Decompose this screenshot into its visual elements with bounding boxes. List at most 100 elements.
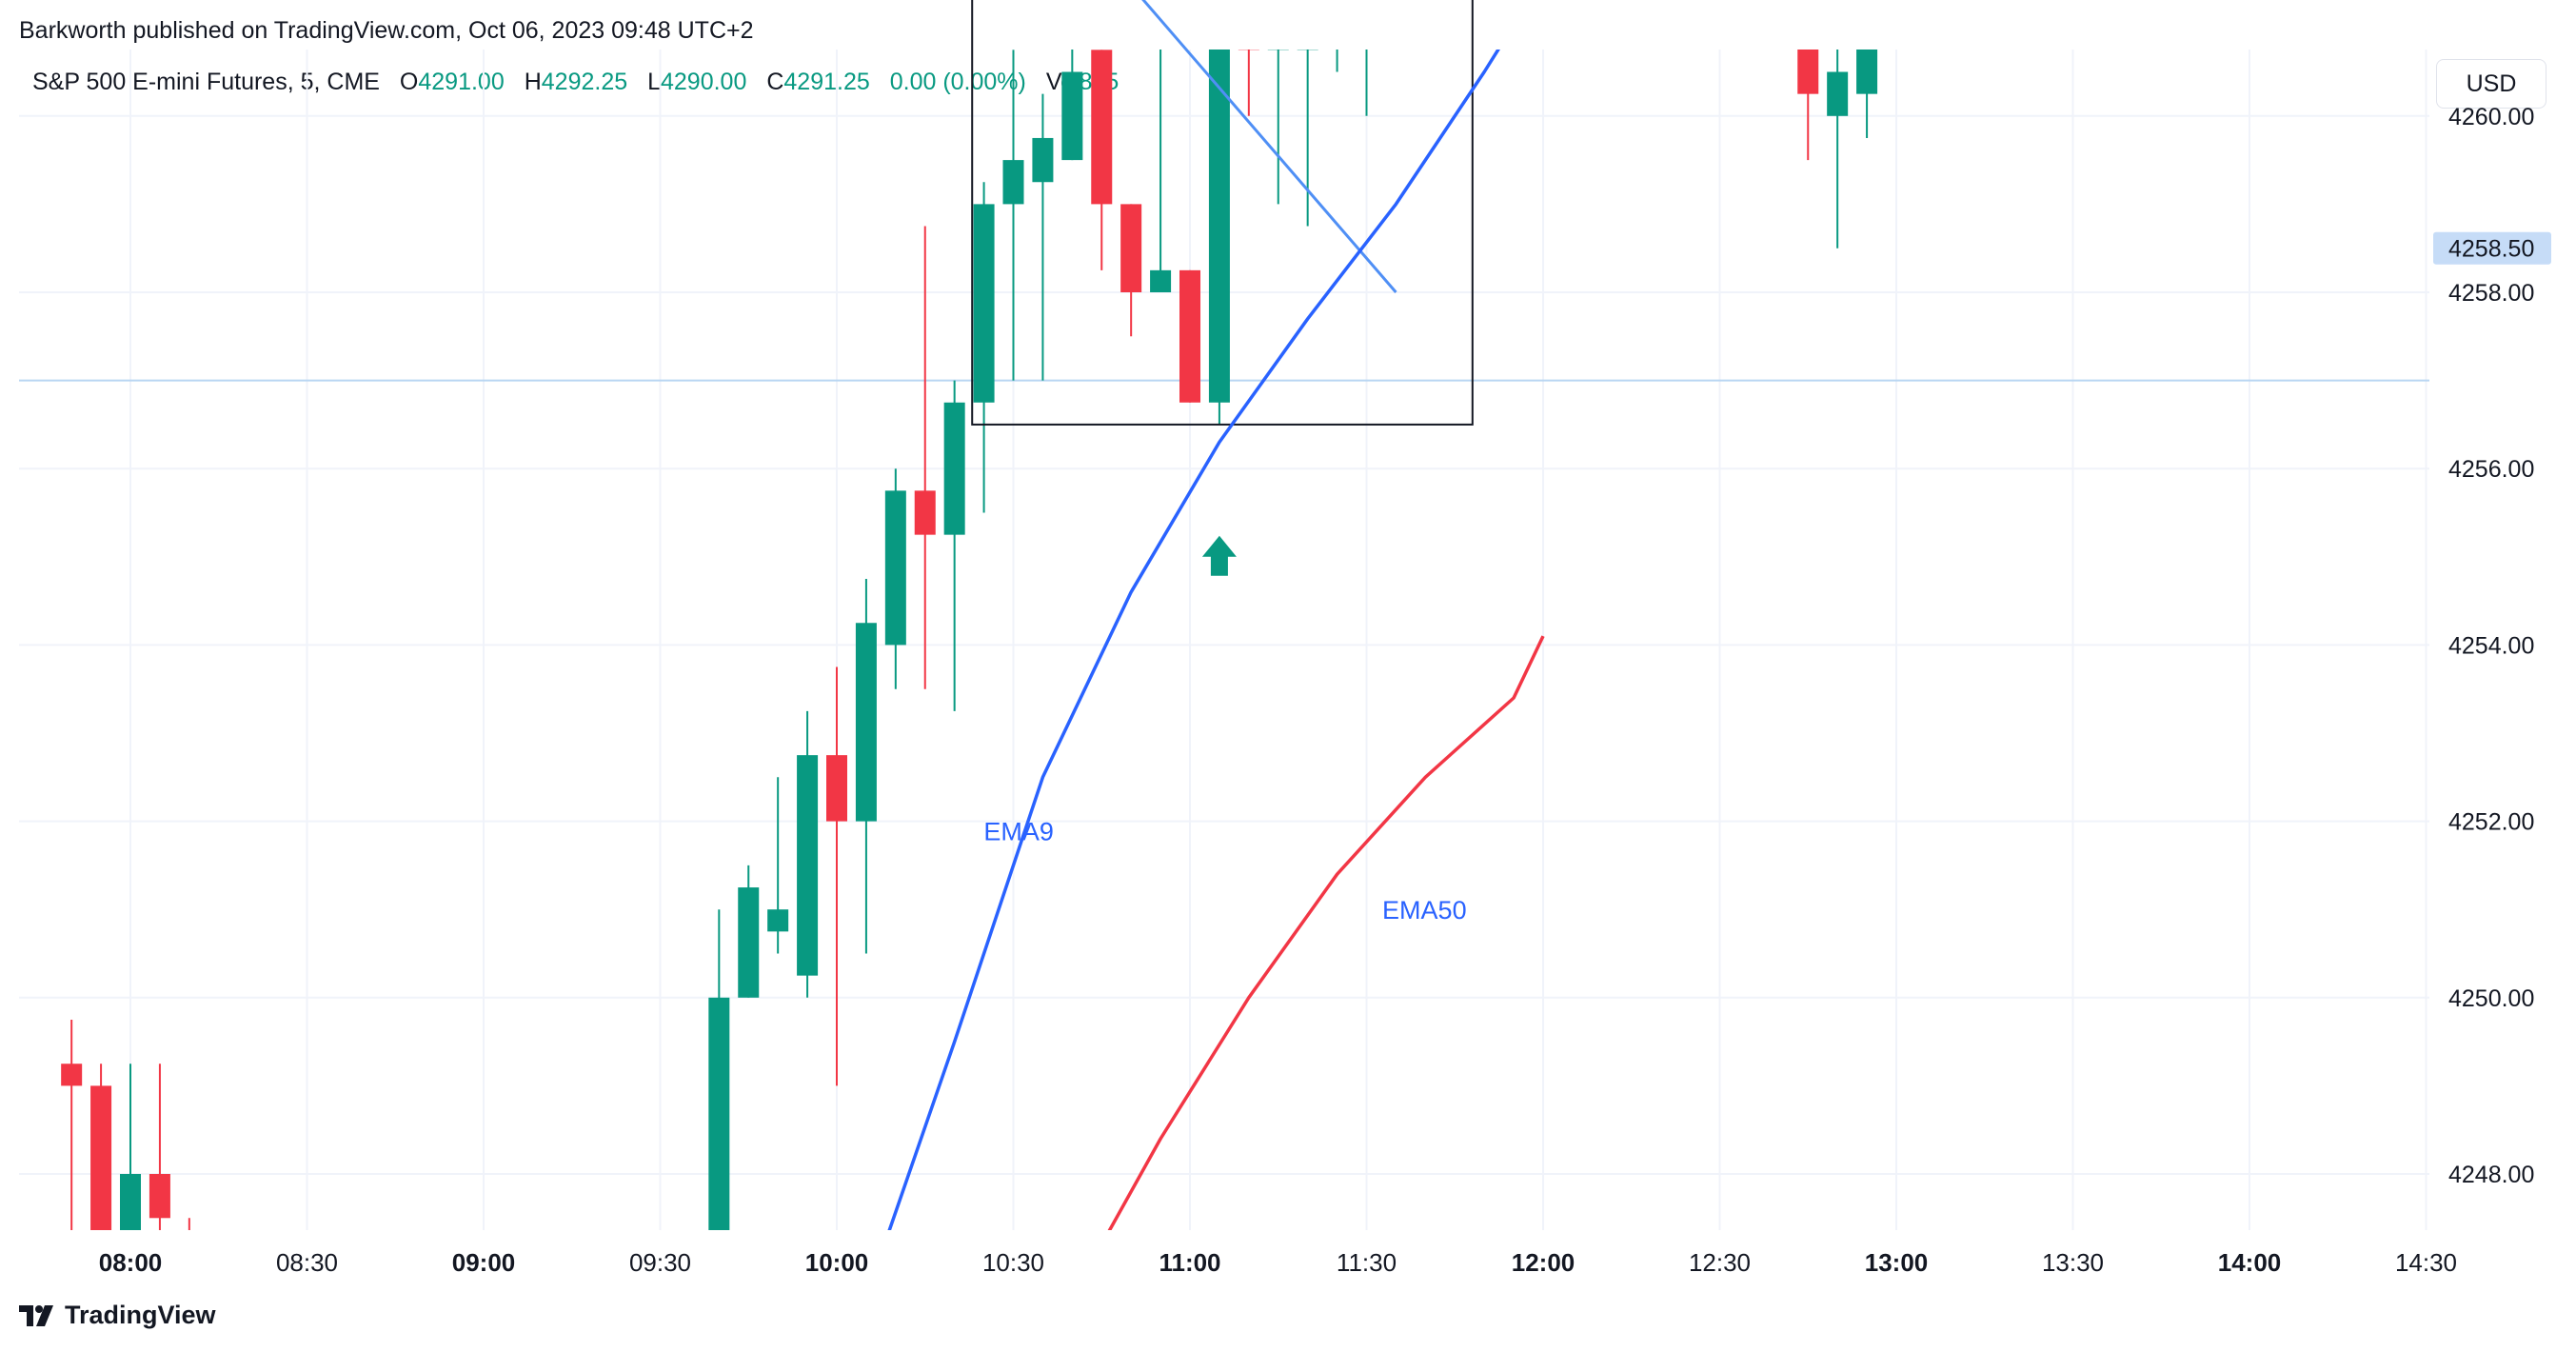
price-chart[interactable]: EMA9 EMA50 4248.00 4250.00 4252.00 4254.00 42… bbox=[0, 0, 2576, 1276]
candle-body bbox=[1797, 50, 1819, 94]
candle[interactable] bbox=[884, 468, 906, 689]
high-value: 4292.25 bbox=[541, 69, 628, 95]
candle-body bbox=[708, 997, 730, 1230]
ema50-label: EMA50 bbox=[1382, 896, 1467, 925]
candle[interactable] bbox=[149, 1064, 170, 1240]
candle[interactable] bbox=[1208, 0, 1230, 425]
candle-body bbox=[1150, 269, 1172, 292]
time-axis: 08:00 08:30 09:00 09:30 10:00 10:30 11:00 11:30… bbox=[99, 1248, 2457, 1276]
candle-body bbox=[1002, 160, 1024, 205]
candle[interactable] bbox=[1032, 93, 1054, 381]
currency-button[interactable]: USD bbox=[2436, 59, 2546, 109]
candle[interactable] bbox=[1061, 0, 1083, 161]
price-badge-label: 4258.50 bbox=[2448, 236, 2534, 263]
candle[interactable] bbox=[1091, 50, 1113, 270]
candle[interactable] bbox=[1150, 6, 1172, 292]
time-tick-label: 08:00 bbox=[99, 1248, 163, 1276]
ema9-label: EMA9 bbox=[983, 818, 1054, 846]
candle-body bbox=[179, 1240, 200, 1276]
ema50-line bbox=[1107, 635, 1545, 1230]
candle-body bbox=[1298, 6, 1318, 50]
price-tick-label: 4254.00 bbox=[2448, 632, 2534, 659]
candle[interactable] bbox=[61, 1019, 83, 1276]
candle-body bbox=[1238, 28, 1259, 50]
symbol-name[interactable]: S&P 500 E-mini Futures, 5, CME bbox=[32, 69, 380, 95]
candle-body bbox=[1827, 71, 1849, 116]
candle-body bbox=[1179, 269, 1200, 403]
candle-body bbox=[1357, 0, 1377, 28]
candle[interactable] bbox=[90, 1064, 112, 1276]
low-label: L bbox=[647, 69, 661, 95]
candle-body bbox=[149, 1174, 170, 1219]
tradingview-logo-text: TradingView bbox=[65, 1301, 216, 1329]
candle-body bbox=[1856, 50, 1878, 94]
time-tick-label: 09:00 bbox=[452, 1248, 516, 1276]
candle[interactable] bbox=[120, 1064, 141, 1262]
time-tick-label: 14:00 bbox=[2218, 1248, 2282, 1276]
tradingview-logo[interactable]: TradingView bbox=[19, 1301, 216, 1330]
price-tick-label: 4256.00 bbox=[2448, 456, 2534, 483]
price-badge bbox=[2433, 231, 2551, 265]
candle[interactable] bbox=[1238, 0, 1259, 116]
candle-body bbox=[973, 204, 995, 403]
price-tick-label: 4252.00 bbox=[2448, 809, 2534, 836]
trend-line[interactable] bbox=[1072, 0, 1397, 293]
candle[interactable] bbox=[1297, 0, 1318, 227]
price-tick-label: 4258.00 bbox=[2448, 280, 2534, 307]
price-tick-label: 4248.00 bbox=[2448, 1162, 2534, 1188]
ema9-line bbox=[887, 50, 1500, 1230]
candle[interactable] bbox=[1827, 28, 1849, 249]
candle[interactable] bbox=[973, 182, 995, 513]
up-arrow-icon[interactable] bbox=[1201, 535, 1237, 576]
candle-body bbox=[61, 1064, 83, 1086]
candle[interactable] bbox=[1357, 0, 1377, 116]
price-tick-label: 4260.00 bbox=[2448, 104, 2534, 130]
close-value: 4291.25 bbox=[783, 69, 870, 95]
low-value: 4290.00 bbox=[661, 69, 747, 95]
candle[interactable] bbox=[855, 578, 877, 954]
consolidation-box[interactable] bbox=[971, 0, 1474, 426]
candle[interactable] bbox=[1267, 0, 1289, 205]
candle-body bbox=[1327, 6, 1348, 28]
close-label: C bbox=[766, 69, 784, 95]
candle[interactable] bbox=[1856, 0, 1878, 138]
time-tick-label: 10:30 bbox=[982, 1248, 1044, 1276]
candle[interactable] bbox=[738, 865, 760, 998]
candle-body bbox=[943, 402, 965, 535]
price-tick-label: 4250.00 bbox=[2448, 985, 2534, 1012]
candle-body bbox=[90, 1085, 112, 1230]
time-tick-label: 12:00 bbox=[1512, 1248, 1575, 1276]
candle-body bbox=[1061, 71, 1083, 161]
candle[interactable] bbox=[826, 666, 847, 1086]
candle[interactable] bbox=[914, 226, 936, 689]
open-value: 4291.00 bbox=[418, 69, 505, 95]
candle[interactable] bbox=[179, 1218, 200, 1276]
time-tick-label: 12:30 bbox=[1689, 1248, 1751, 1276]
symbol-legend: S&P 500 E-mini Futures, 5, CME O4291.00 … bbox=[32, 69, 1132, 96]
time-tick-label: 11:30 bbox=[1337, 1248, 1397, 1276]
candle-body bbox=[1091, 50, 1113, 205]
candle[interactable] bbox=[1327, 0, 1348, 72]
candle[interactable] bbox=[1179, 269, 1200, 403]
candle[interactable] bbox=[1120, 204, 1142, 337]
tradingview-logo-icon bbox=[19, 1304, 53, 1326]
time-tick-label: 10:00 bbox=[805, 1248, 869, 1276]
candle[interactable] bbox=[797, 710, 819, 998]
candle-body bbox=[914, 490, 936, 535]
candle-body bbox=[826, 755, 847, 822]
candle[interactable] bbox=[943, 380, 965, 711]
candle[interactable] bbox=[1797, 0, 1819, 161]
time-tick-label: 09:30 bbox=[629, 1248, 691, 1276]
candle-body bbox=[1268, 28, 1289, 50]
open-label: O bbox=[399, 69, 419, 95]
candle[interactable] bbox=[767, 777, 789, 954]
time-tick-label: 11:00 bbox=[1159, 1248, 1220, 1276]
candle-body bbox=[738, 887, 760, 998]
candle-body bbox=[1120, 204, 1142, 292]
candle[interactable] bbox=[1002, 50, 1024, 381]
publisher-caption: Barkworth published on TradingView.com, … bbox=[19, 17, 754, 44]
high-label: H bbox=[524, 69, 542, 95]
candle[interactable] bbox=[708, 909, 730, 1276]
time-tick-label: 13:30 bbox=[2042, 1248, 2104, 1276]
candle-body bbox=[1032, 137, 1054, 183]
